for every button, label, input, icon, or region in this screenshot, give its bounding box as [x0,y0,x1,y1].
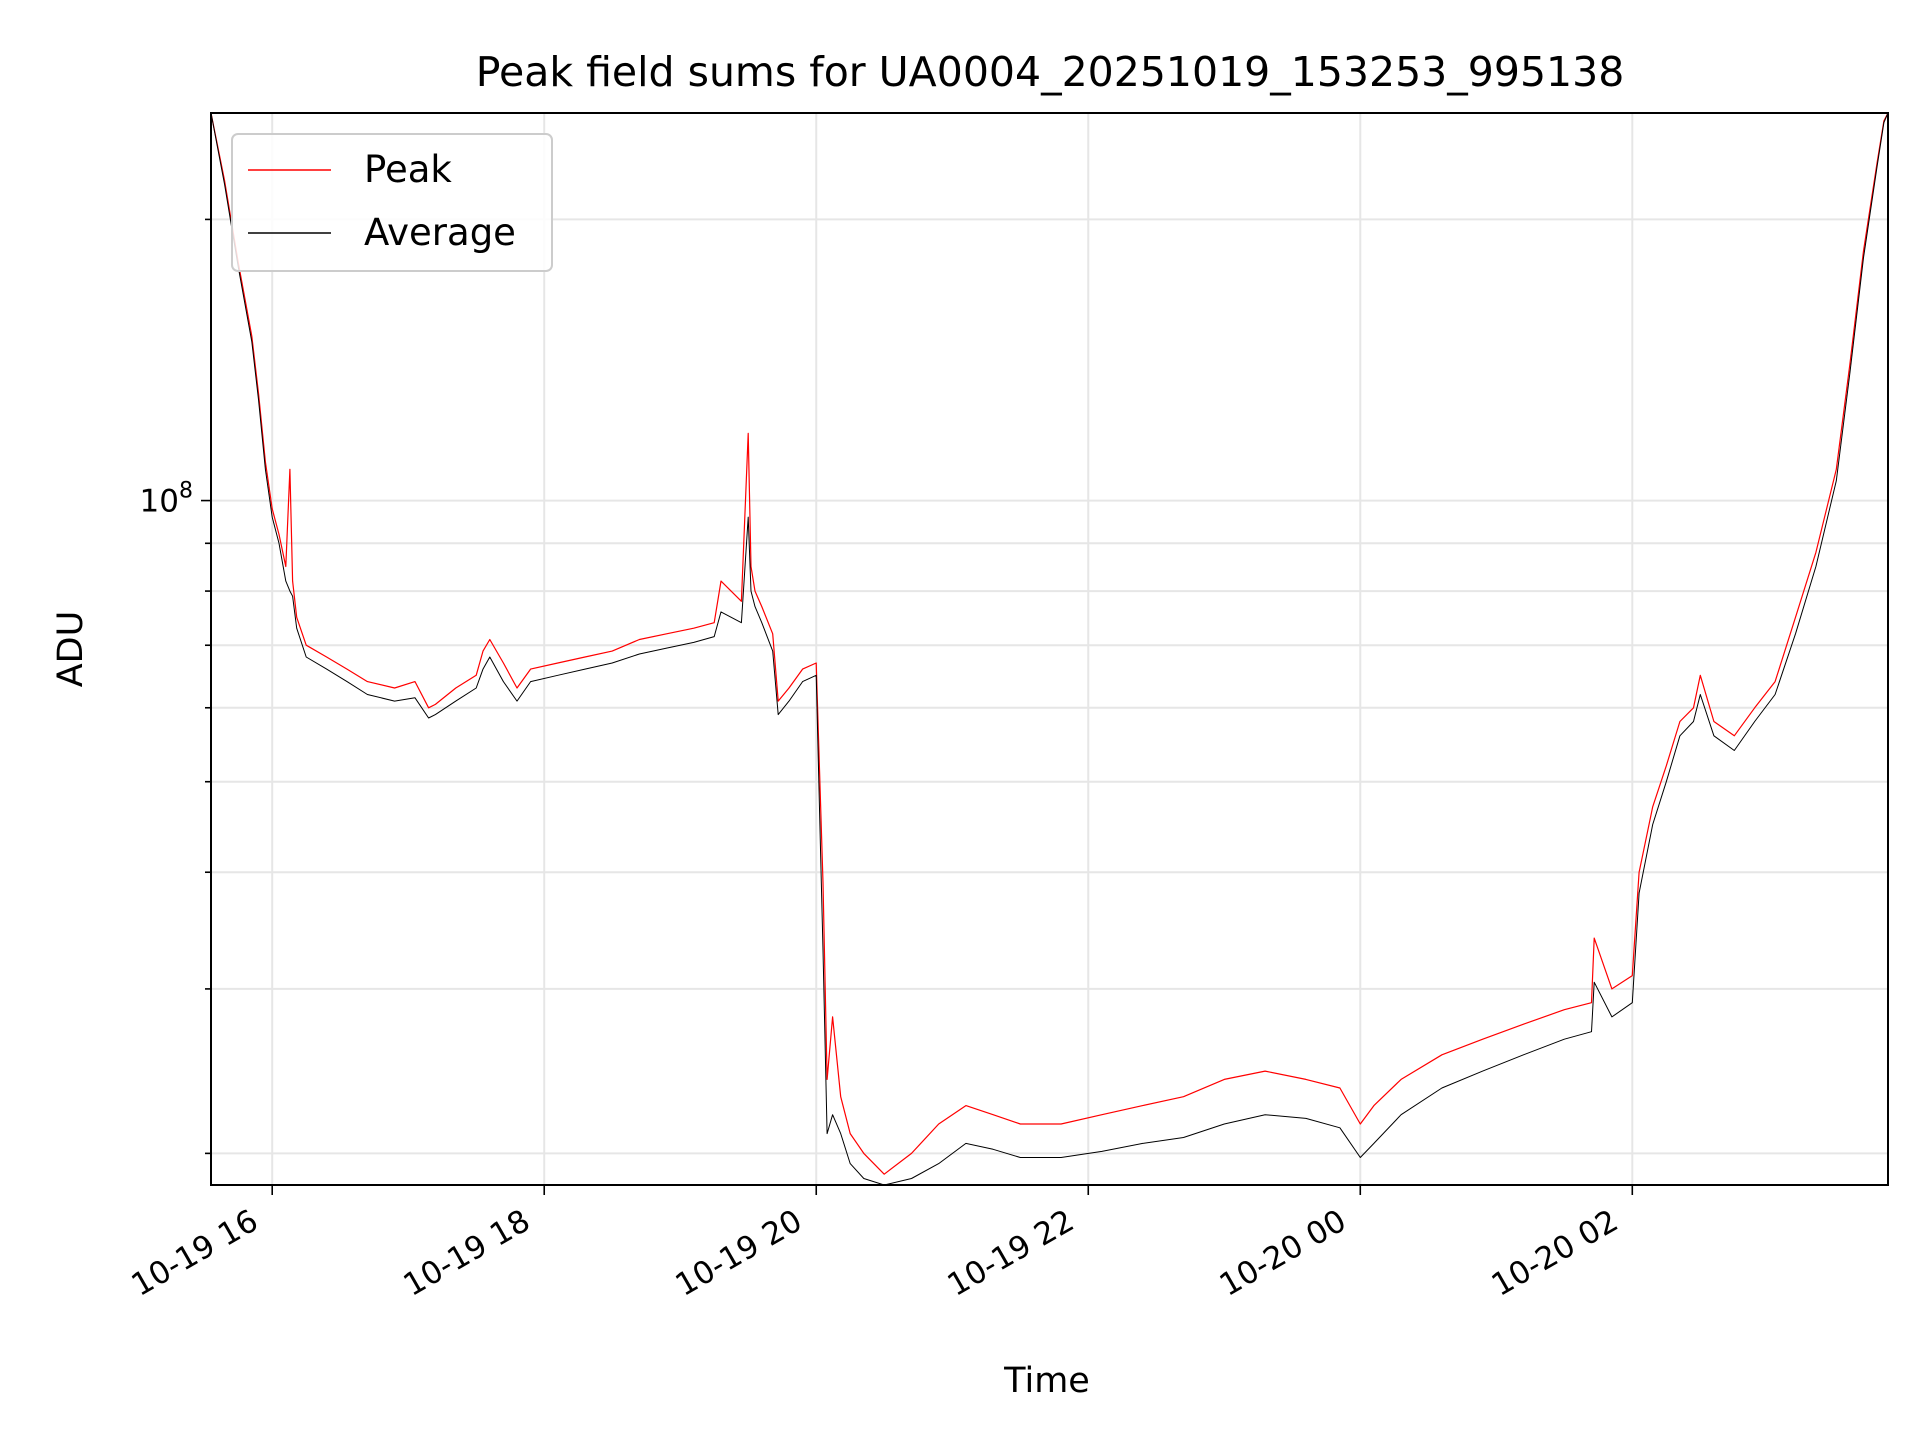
legend: Peak Average [231,133,553,272]
chart-title: Peak field sums for UA0004_20251019_1532… [476,48,1625,96]
legend-label-peak: Peak [364,148,452,191]
legend-box [231,133,553,272]
y-axis-label: ADU [51,611,91,688]
plot-frame [210,112,1889,1186]
y-tick-label: 108 [140,479,193,520]
x-axis-label: Time [1003,1361,1090,1401]
gridlines [211,113,1888,1185]
series-line-peak [211,113,1888,1175]
legend-label-average: Average [364,211,516,254]
series-line-average [211,113,1888,1185]
series-layer [211,113,1888,1185]
